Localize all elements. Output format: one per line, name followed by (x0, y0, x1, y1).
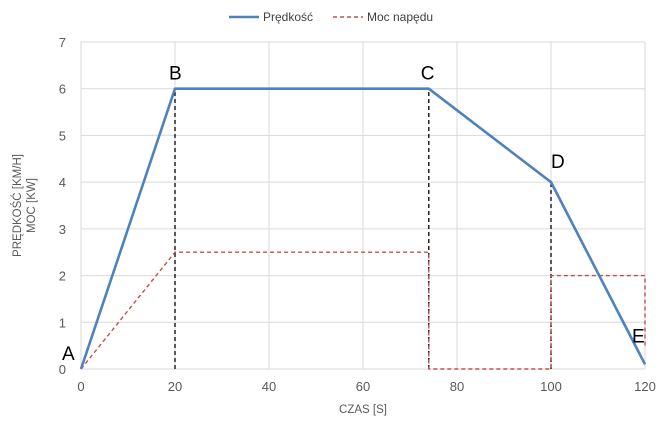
series-line-moc-napedu (80, 251, 646, 370)
x-tick-label-80: 80 (450, 379, 464, 394)
y-tick-label-1: 1 (59, 315, 66, 330)
y-axis-title-line-1: PRĘDKOŚĆ [KM/H] (11, 154, 24, 257)
x-tick-label-20: 20 (168, 379, 182, 394)
y-tick-label-5: 5 (59, 128, 66, 143)
series-lines (79, 87, 647, 370)
y-tick-label-2: 2 (59, 269, 66, 284)
point-labels: A B C D E (62, 64, 645, 365)
y-axis-title: PRĘDKOŚĆ [KM/H] MOC [KW] (11, 154, 38, 257)
x-tick-label-40: 40 (262, 379, 276, 394)
point-label-a: A (62, 344, 75, 365)
point-label-d: D (551, 152, 565, 173)
legend-label-moc-napedu: Moc napędu (367, 10, 433, 24)
x-axis-title: CZAS [S] (339, 404, 387, 416)
x-tick-label-100: 100 (540, 379, 562, 394)
y-tick-label-6: 6 (59, 82, 66, 97)
y-tick-label-3: 3 (59, 222, 66, 237)
x-tick-label-120: 120 (634, 379, 656, 394)
x-tick-label-0: 0 (77, 379, 84, 394)
point-label-c: C (421, 64, 435, 85)
point-label-e: E (632, 326, 645, 347)
y-tick-label-0: 0 (59, 362, 66, 377)
y-tick-label-7: 7 (59, 35, 66, 50)
y-axis-title-line-2: MOC [KW] (26, 178, 38, 233)
tick-labels: 0 1 2 3 4 5 6 7 0 20 40 60 80 100 120 (59, 35, 656, 394)
point-label-b: B (169, 64, 182, 85)
x-tick-label-60: 60 (356, 379, 370, 394)
series-line-predkosc (79, 87, 647, 370)
y-tick-label-4: 4 (59, 175, 66, 190)
grid (80, 41, 646, 370)
legend: Prędkość Moc napędu (229, 10, 433, 24)
legend-label-predkosc: Prędkość (263, 10, 313, 24)
